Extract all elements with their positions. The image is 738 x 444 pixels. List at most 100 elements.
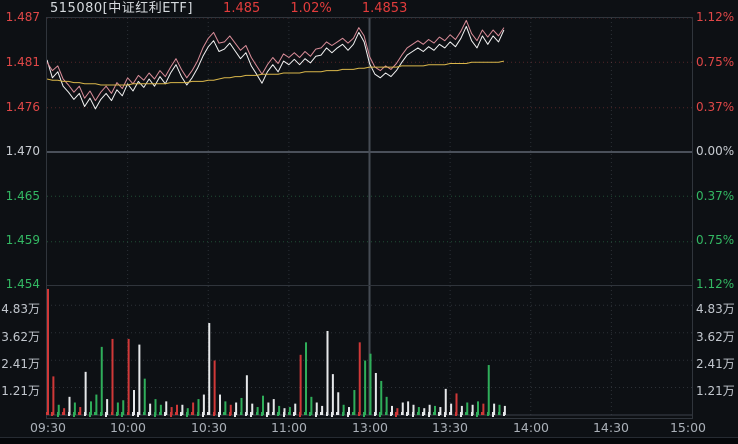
volume-axis-label: 2.41万	[696, 357, 735, 371]
minute-tick	[486, 412, 489, 416]
minute-tick	[293, 412, 296, 416]
last-price: 1.485	[223, 1, 261, 16]
minute-tick	[180, 412, 183, 416]
minute-tick	[416, 412, 419, 415]
minute-tick	[277, 412, 280, 416]
time-axis-label: 10:00	[109, 420, 147, 435]
minute-tick	[298, 412, 301, 417]
minute-tick	[287, 412, 290, 415]
price-axis-label: 1.465	[5, 189, 40, 203]
minute-tick	[395, 412, 398, 417]
pct-axis-label: 0.00%	[696, 144, 735, 158]
minute-tick	[121, 412, 124, 417]
price-axis-label: 1.487	[5, 10, 40, 24]
volume-chart-canvas	[47, 286, 692, 416]
minute-tick	[357, 412, 360, 416]
minute-tick	[228, 412, 231, 416]
minute-tick	[46, 412, 48, 415]
volume-axis-label: 4.83万	[1, 302, 40, 316]
change-percent: 1.02%	[290, 1, 332, 16]
minute-tick	[320, 412, 323, 415]
minute-tick	[255, 412, 258, 415]
minute-tick	[266, 412, 269, 417]
minute-tick	[51, 412, 54, 416]
minute-tick	[470, 412, 473, 416]
minute-tick	[169, 412, 172, 417]
minute-tick	[137, 412, 140, 417]
time-axis-label: 15:00	[669, 420, 707, 435]
time-axis-label: 09:30	[29, 420, 67, 435]
minute-tick	[207, 412, 210, 415]
minute-tick	[78, 412, 81, 415]
minute-tick	[191, 412, 194, 415]
minute-tick	[126, 412, 129, 415]
minute-tick	[341, 412, 344, 416]
minute-tick	[218, 412, 220, 417]
minute-tick	[309, 412, 312, 416]
minute-tick	[62, 412, 65, 415]
minute-tick	[239, 412, 242, 415]
minute-tick	[271, 412, 274, 415]
minute-tick	[110, 412, 113, 415]
minute-tick	[497, 412, 500, 415]
minute-tick	[234, 412, 237, 417]
minute-tick	[304, 412, 306, 415]
pct-axis-label: 0.37%	[696, 100, 735, 114]
minute-tick	[89, 412, 91, 417]
minute-tick	[244, 412, 247, 416]
minute-tick	[115, 412, 118, 416]
minute-tick	[492, 412, 495, 417]
minute-tick	[94, 412, 97, 415]
minute-tick	[336, 412, 339, 415]
price-axis-label: 1.454	[5, 277, 40, 291]
price-axis-label: 1.470	[5, 144, 40, 158]
minute-tick	[99, 412, 102, 416]
volume-axis-label: 3.62万	[696, 330, 735, 344]
time-axis-label: 13:00	[351, 420, 389, 435]
minute-tick	[438, 412, 441, 416]
minute-tick	[454, 412, 457, 416]
price-axis-label: 1.481	[5, 55, 40, 69]
minute-tick	[164, 412, 167, 416]
minute-tick	[449, 412, 452, 415]
minute-tick	[201, 412, 204, 417]
minute-tick	[363, 412, 366, 417]
price-axis-label: 1.459	[5, 233, 40, 247]
minute-tick	[481, 412, 484, 415]
minute-tick	[352, 412, 355, 415]
minute-tick	[330, 412, 333, 417]
minute-tick	[175, 412, 177, 415]
minute-tick	[406, 412, 409, 416]
minute-tick	[158, 412, 161, 415]
minute-tick	[379, 412, 382, 417]
minute-tick	[67, 412, 70, 416]
time-axis-label: 10:30	[190, 420, 228, 435]
volume-axis-label: 1.21万	[1, 384, 40, 398]
volume-chart-pane[interactable]	[46, 285, 693, 419]
minute-tick	[72, 412, 75, 417]
minute-tick	[347, 412, 349, 417]
minute-tick	[83, 412, 86, 416]
minute-tick	[196, 412, 199, 416]
minute-tick	[502, 412, 505, 416]
minute-tick	[459, 412, 462, 417]
minute-tick	[400, 412, 403, 415]
minute-tick	[56, 412, 59, 417]
security-code-name: 515080[中证红利ETF]	[50, 1, 193, 16]
minute-tick	[476, 412, 478, 417]
minute-tick	[223, 412, 226, 415]
volume-axis-label: 2.41万	[1, 357, 40, 371]
time-axis-label: 11:00	[270, 420, 308, 435]
quote-header: 515080[中证红利ETF] 1.485 1.02% 1.4853	[50, 1, 433, 17]
minute-tick	[443, 412, 446, 417]
time-axis-label: 14:00	[512, 420, 550, 435]
minute-tick	[142, 412, 145, 415]
volume-axis-label: 1.21万	[696, 384, 735, 398]
minute-tick	[433, 412, 435, 415]
price-chart-canvas	[47, 18, 692, 286]
volume-axis-label: 3.62万	[1, 330, 40, 344]
price-chart-pane[interactable]	[46, 17, 693, 286]
minute-tick	[282, 412, 285, 417]
pct-axis-label: 1.12%	[696, 277, 735, 291]
